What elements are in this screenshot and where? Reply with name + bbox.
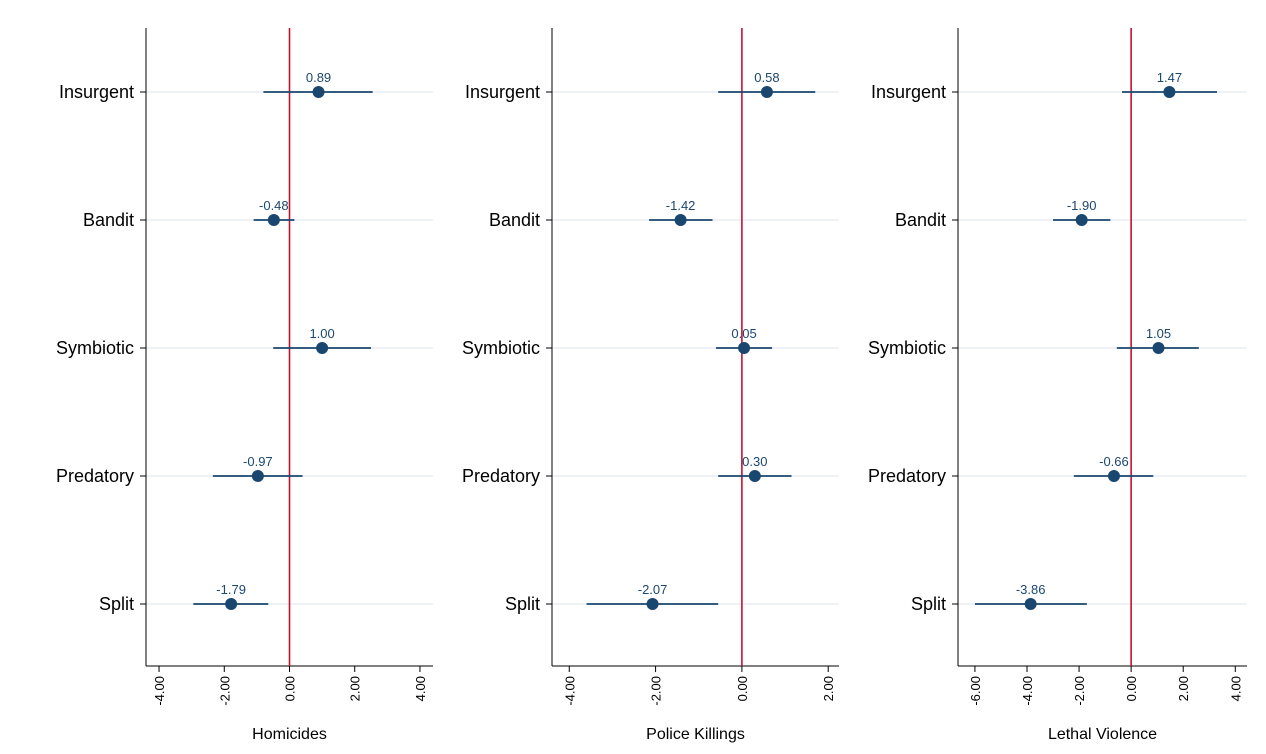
- x-axis-title: Police Killings: [646, 726, 745, 743]
- category-label: Symbiotic: [868, 338, 946, 358]
- panel-homicides: Insurgent Bandit Symbiotic Predatory Split -4…: [56, 28, 433, 743]
- data-point: [312, 86, 325, 98]
- data-label: 1.05: [1146, 326, 1171, 341]
- x-tick-label: 4.00: [413, 676, 428, 701]
- data-label: -0.66: [1099, 454, 1129, 469]
- x-tick-label: 2.00: [821, 676, 836, 701]
- category-label: Predatory: [868, 466, 946, 486]
- data-point: [1152, 342, 1165, 354]
- data-label: -1.42: [666, 198, 696, 213]
- x-tick-label: 0.00: [1124, 676, 1139, 701]
- x-tick-label: 2.00: [1176, 676, 1191, 701]
- category-label: Insurgent: [59, 82, 134, 102]
- data-point: [1163, 86, 1176, 98]
- data-label: -0.97: [243, 454, 273, 469]
- data-point: [738, 342, 751, 354]
- data-point: [1075, 214, 1088, 226]
- x-tick-label: -2.00: [649, 676, 664, 706]
- data-point: [1107, 470, 1120, 482]
- x-tick-label: -6.00: [968, 676, 983, 706]
- data-label: 0.30: [742, 454, 767, 469]
- x-tick-label: -4.00: [152, 676, 167, 706]
- panel-lethal-violence: Insurgent Bandit Symbiotic Predatory Split -6…: [868, 28, 1247, 743]
- category-label: Predatory: [462, 466, 540, 486]
- data-point: [225, 598, 238, 610]
- x-tick-label: -4.00: [1020, 676, 1035, 706]
- data-label: 1.47: [1157, 70, 1182, 85]
- data-label: 0.58: [754, 70, 779, 85]
- x-tick-label: 0.00: [735, 676, 750, 701]
- data-label: -0.48: [259, 198, 289, 213]
- data-label: 1.00: [309, 326, 334, 341]
- data-point: [646, 598, 659, 610]
- x-tick-label: 2.00: [348, 676, 363, 701]
- category-label: Split: [505, 594, 540, 614]
- data-point: [674, 214, 687, 226]
- data-point: [267, 214, 280, 226]
- category-label: Bandit: [83, 210, 134, 230]
- category-label: Symbiotic: [462, 338, 540, 358]
- panel-police-killings: Insurgent Bandit Symbiotic Predatory Split -4…: [462, 28, 839, 743]
- data-point: [251, 470, 264, 482]
- category-label: Split: [911, 594, 946, 614]
- data-point: [316, 342, 329, 354]
- category-label: Predatory: [56, 466, 134, 486]
- category-label: Bandit: [895, 210, 946, 230]
- data-label: -2.07: [638, 582, 668, 597]
- x-tick-label: -2.00: [217, 676, 232, 706]
- data-label: 0.89: [306, 70, 331, 85]
- data-point: [748, 470, 761, 482]
- x-tick-label: 4.00: [1228, 676, 1243, 701]
- category-label: Insurgent: [465, 82, 540, 102]
- category-label: Symbiotic: [56, 338, 134, 358]
- x-tick-label: -4.00: [562, 676, 577, 706]
- category-label: Split: [99, 594, 134, 614]
- x-tick-label: -2.00: [1072, 676, 1087, 706]
- category-label: Bandit: [489, 210, 540, 230]
- category-label: Insurgent: [871, 82, 946, 102]
- data-label: -3.86: [1016, 582, 1046, 597]
- x-axis-title: Homicides: [252, 726, 327, 743]
- x-tick-label: 0.00: [283, 676, 298, 701]
- x-axis-title: Lethal Violence: [1048, 726, 1157, 743]
- data-label: -1.79: [216, 582, 246, 597]
- data-label: -1.90: [1067, 198, 1097, 213]
- data-label: 0.05: [731, 326, 756, 341]
- data-point: [1024, 598, 1037, 610]
- data-point: [760, 86, 773, 98]
